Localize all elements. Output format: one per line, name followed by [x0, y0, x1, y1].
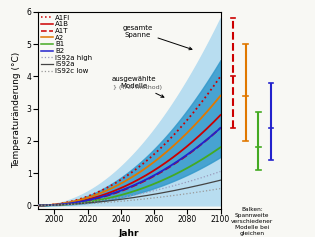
Legend: A1FI, A1B, A1T, A2, B1, B2, IS92a high, IS92a, IS92c low: A1FI, A1B, A1T, A2, B1, B2, IS92a high, … — [40, 14, 93, 75]
Text: } (TAR method): } (TAR method) — [112, 85, 162, 90]
Text: Balken:
Spannweite
verschiedener
Modelle bei
gleichen
Szenarien: Balken: Spannweite verschiedener Modelle… — [231, 207, 273, 237]
X-axis label: Jahr: Jahr — [119, 229, 140, 237]
Text: ausgewählte
Modelle: ausgewählte Modelle — [112, 76, 164, 97]
Y-axis label: Temperaturänderung (°C): Temperaturänderung (°C) — [12, 52, 21, 168]
Text: gesamte
Spanne: gesamte Spanne — [122, 25, 192, 50]
